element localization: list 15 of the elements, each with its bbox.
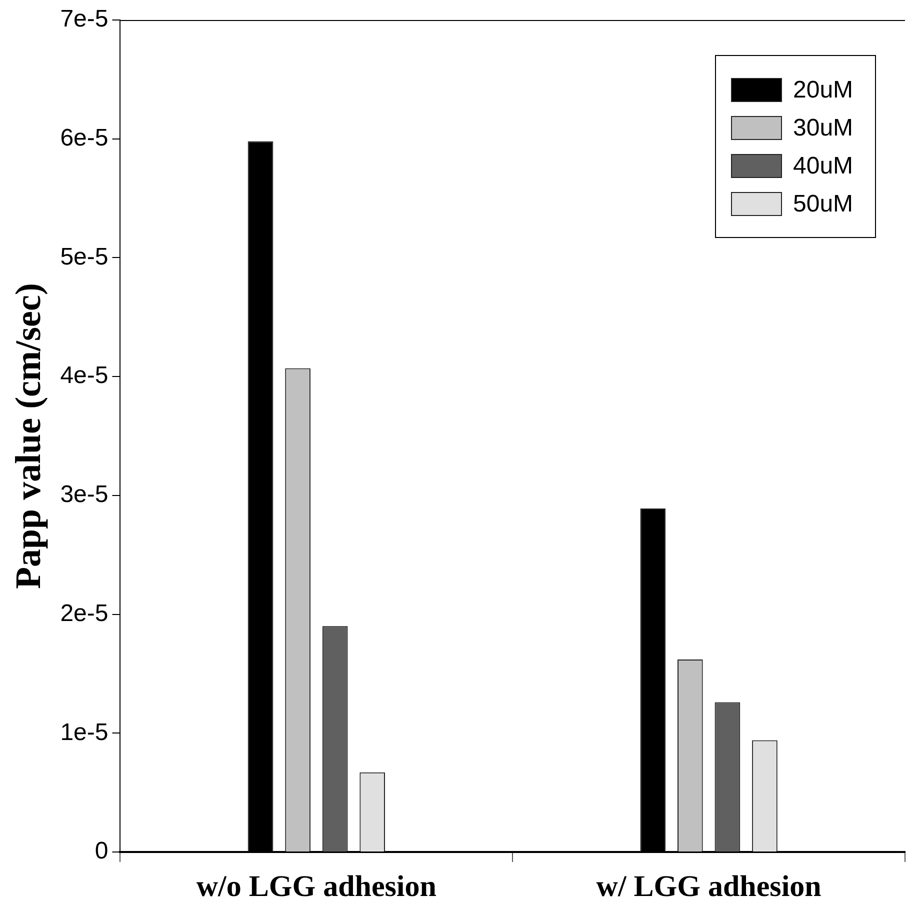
y-tick-label: 0 — [94, 838, 108, 865]
y-tick-label: 4e-5 — [60, 362, 108, 390]
x-tick-label: w/ LGG adhesion — [596, 870, 822, 903]
x-tick-label: w/o LGG adhesion — [196, 870, 437, 903]
legend-label: 40uM — [793, 152, 854, 180]
y-tick-label: 6e-5 — [60, 124, 108, 152]
legend-label: 50uM — [793, 190, 854, 218]
y-axis-title: Papp value (cm/sec) — [8, 283, 48, 589]
y-tick-label: 5e-5 — [60, 243, 108, 270]
y-tick-label: 3e-5 — [60, 481, 108, 508]
y-tick-label: 1e-5 — [60, 718, 108, 746]
legend-label: 30uM — [793, 114, 854, 142]
y-tick-label: 7e-5 — [60, 6, 108, 33]
y-tick-label: 2e-5 — [60, 600, 108, 627]
legend-label: 20uM — [793, 76, 854, 104]
